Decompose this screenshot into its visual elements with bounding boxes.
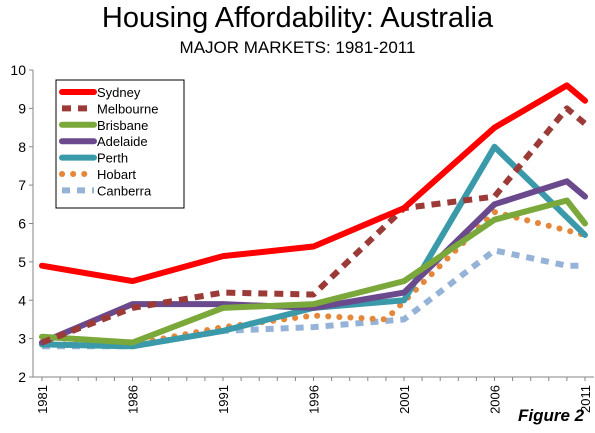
legend-label-perth: Perth (97, 151, 128, 166)
chart-subtitle: MAJOR MARKETS: 1981-2011 (179, 38, 416, 57)
series-line-brisbane (39, 197, 588, 346)
figure-label: Figure 2 (518, 406, 585, 425)
axes: 2 3 4 5 6 7 8 9 10 1981 1986 1991 1996 2001 2006 2011 (10, 62, 594, 414)
y-tick-label: 4 (18, 292, 26, 308)
y-tick-label: 10 (10, 62, 26, 78)
legend-label-melbourne: Melbourne (97, 101, 158, 116)
legend-label-brisbane: Brisbane (97, 118, 148, 133)
x-tick-label: 1981 (35, 385, 50, 414)
y-tick-label: 8 (18, 139, 26, 155)
legend-label-sydney: Sydney (97, 85, 141, 100)
series-line-canberra (42, 247, 585, 350)
legend-label-canberra: Canberra (97, 183, 152, 198)
x-tick-label: 1986 (126, 385, 141, 414)
y-tick-label: 7 (18, 177, 26, 193)
y-tick-label: 3 (18, 331, 26, 347)
series-line-sydney (39, 82, 588, 285)
legend-label-adelaide: Adelaide (97, 134, 148, 149)
y-tick-label: 2 (18, 369, 26, 385)
series-line-melbourne (40, 105, 587, 346)
series-layer (39, 82, 588, 350)
x-tick-label: 1991 (216, 385, 231, 414)
x-tick-label: 2006 (488, 385, 503, 414)
x-tick-label: 1996 (307, 385, 322, 414)
legend-label-hobart: Hobart (97, 167, 136, 182)
x-tick-label: 2011 (578, 385, 593, 413)
chart-title: Housing Affordability: Australia (101, 2, 494, 34)
y-tick-label: 5 (18, 254, 26, 270)
y-tick-label: 9 (18, 100, 26, 116)
y-tick-label: 6 (18, 216, 26, 232)
x-tick-label: 2001 (397, 385, 412, 414)
